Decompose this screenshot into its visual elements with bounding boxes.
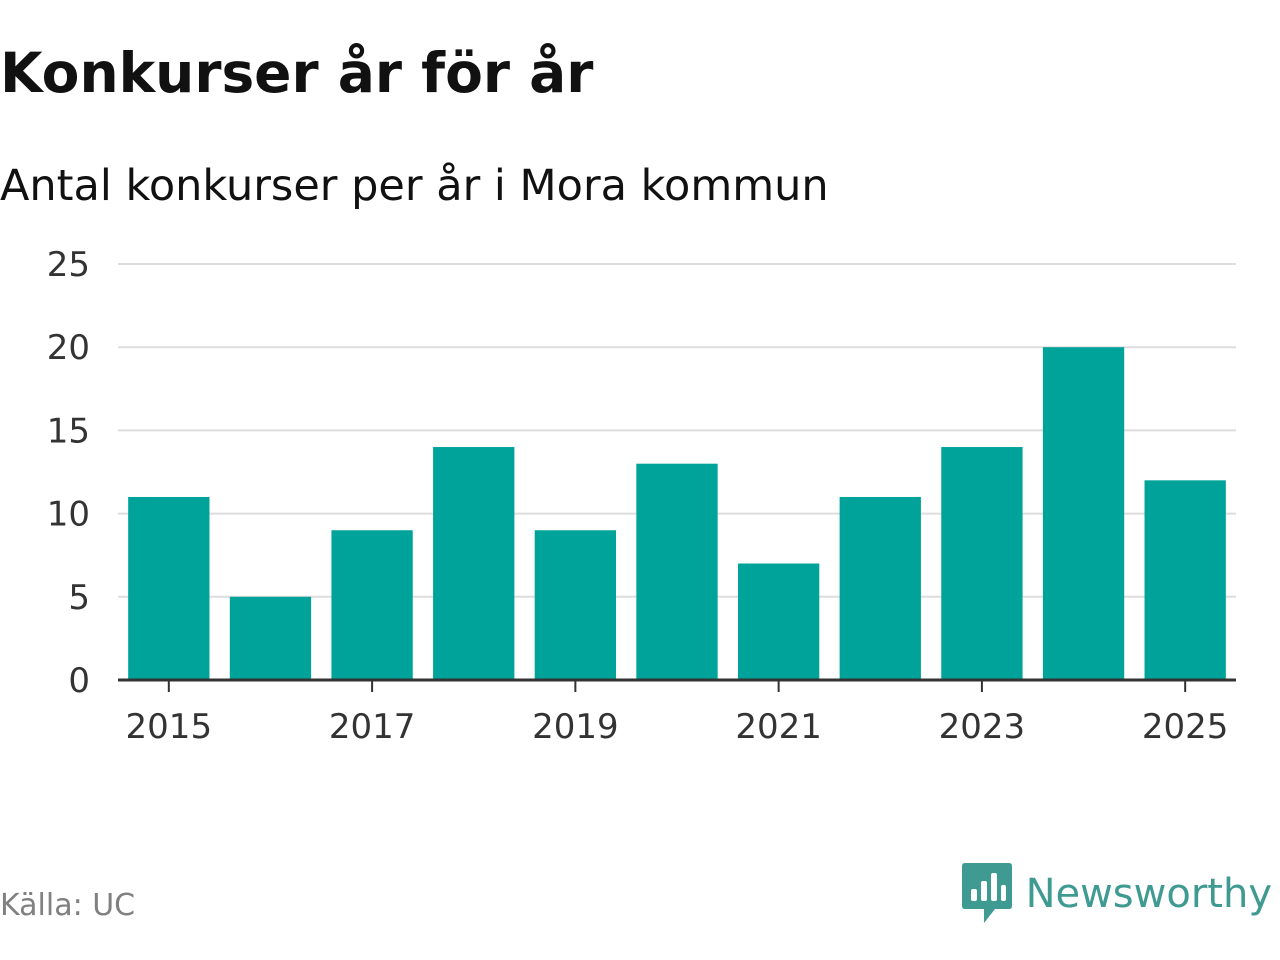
- bar-2015: [128, 496, 210, 680]
- x-axis: [118, 678, 1236, 692]
- y-tick-label: 20: [47, 328, 90, 368]
- bar-2022: [839, 496, 921, 680]
- newsworthy-logo-icon: [961, 863, 1012, 923]
- x-tick-label: 2025: [1142, 707, 1229, 747]
- bar-2020: [636, 463, 718, 680]
- x-tick-label: 2015: [126, 707, 213, 747]
- x-tick-label: 2021: [735, 707, 822, 747]
- bar-2016: [229, 596, 312, 680]
- bar-2023: [941, 447, 1023, 680]
- x-tick-label: 2019: [532, 707, 619, 747]
- x-axis-labels: 2015 2017 2019 2021 2023 2025: [126, 707, 1229, 747]
- source-note: Källa: UC: [0, 888, 136, 923]
- bar-2025: [1144, 480, 1226, 680]
- y-tick-label: 15: [47, 411, 90, 451]
- y-axis-labels: 0 5 10 15 20 25: [47, 245, 90, 701]
- chart-title: Konkurser år för år: [0, 41, 594, 105]
- bar-2024: [1042, 347, 1125, 680]
- brand-logo: Newsworthy: [961, 862, 1272, 926]
- bars: [128, 347, 1226, 680]
- y-tick-label: 10: [47, 495, 90, 535]
- x-tick-label: 2023: [939, 707, 1026, 747]
- bar-2018: [433, 447, 515, 680]
- bar-2017: [331, 530, 413, 680]
- chart-subtitle: Antal konkurser per år i Mora kommun: [0, 161, 829, 211]
- x-tick-label: 2017: [329, 707, 416, 747]
- bar-2021: [737, 563, 820, 680]
- bar-2019: [534, 530, 617, 680]
- brand-name: Newsworthy: [1025, 871, 1272, 917]
- y-tick-label: 5: [68, 578, 90, 618]
- y-tick-label: 0: [68, 661, 90, 701]
- y-tick-label: 25: [47, 245, 90, 285]
